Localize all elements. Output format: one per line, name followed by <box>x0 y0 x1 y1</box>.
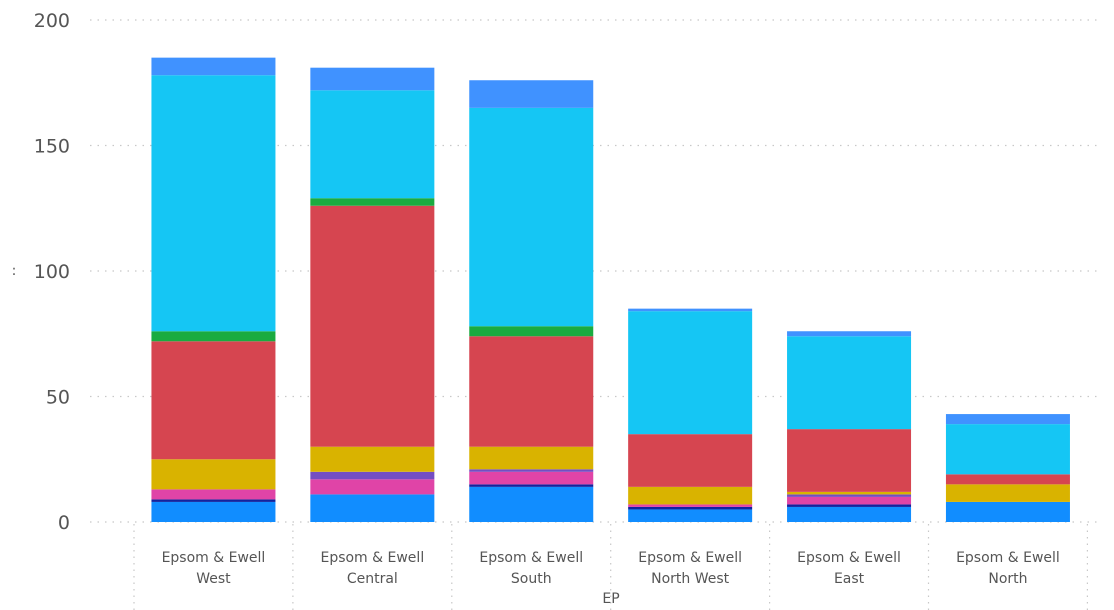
bar-segment <box>628 311 753 435</box>
bar-segment <box>151 57 276 76</box>
bar-segment <box>787 491 912 495</box>
bar-segment <box>151 499 276 502</box>
y-tick-label: 200 <box>34 10 70 32</box>
bar-segment <box>469 446 594 470</box>
bar-segment <box>151 501 276 522</box>
bar-segment <box>310 446 435 472</box>
bar-segment <box>945 484 1070 502</box>
bar-segment <box>469 336 594 447</box>
x-tick-label: South <box>511 571 552 587</box>
bar-segment <box>310 90 435 199</box>
bar-segment <box>469 486 594 522</box>
bar-segment <box>469 326 594 337</box>
bar-segment <box>787 504 912 507</box>
bar-segment <box>787 336 912 430</box>
bar-segment <box>787 496 912 505</box>
x-tick-label: Epsom & Ewell <box>479 550 583 566</box>
bar-segment <box>310 198 435 206</box>
x-tick-label: West <box>196 571 231 587</box>
x-tick-label: Epsom & Ewell <box>797 550 901 566</box>
bar-segment <box>945 414 1070 425</box>
bar-segment <box>628 504 753 507</box>
bar-segment <box>628 308 753 312</box>
bar-segment <box>310 479 435 495</box>
x-tick-label: Epsom & Ewell <box>956 550 1060 566</box>
bar-segment <box>945 474 1070 485</box>
x-tick-label: East <box>834 571 865 587</box>
x-tick-label: Epsom & Ewell <box>638 550 742 566</box>
x-tick-label: Central <box>347 571 398 587</box>
x-axis-label: EP <box>602 591 619 607</box>
bar-segment <box>945 424 1070 475</box>
y-tick-label: 0 <box>58 512 70 534</box>
bar-segment <box>310 67 435 91</box>
bar-segment <box>787 506 912 522</box>
bar-segment <box>628 506 753 510</box>
bar-segment <box>151 75 276 332</box>
bar-segment <box>628 509 753 522</box>
bar-segment <box>787 429 912 492</box>
x-tick-label: Epsom & Ewell <box>320 550 424 566</box>
bar-segment <box>469 107 594 327</box>
x-tick-label: North West <box>651 571 730 587</box>
y-tick-label: 150 <box>34 136 70 158</box>
bar-segment <box>310 205 435 447</box>
gridlines <box>90 19 1098 523</box>
x-axis: Epsom & Ewell West Epsom & Ewell Central Eps… <box>133 524 1089 610</box>
bars <box>151 57 1070 522</box>
bar-segment <box>469 471 594 485</box>
bar-segment <box>469 469 594 472</box>
bar-segment <box>151 489 276 500</box>
y-tick-label: 100 <box>34 261 70 283</box>
bar-segment <box>787 494 912 497</box>
bar-segment <box>787 331 912 337</box>
y-axis-label: : <box>12 263 17 279</box>
y-axis: 0 50 100 150 200 <box>34 10 70 534</box>
bar-segment <box>469 80 594 108</box>
bar-segment <box>945 501 1070 522</box>
bar-segment <box>151 459 276 490</box>
bar-segment <box>151 331 276 342</box>
bar-segment <box>469 484 594 487</box>
bar-segment <box>310 494 435 522</box>
x-tick-label: Epsom & Ewell <box>162 550 266 566</box>
bar-segment <box>310 471 435 480</box>
x-tick-label: North <box>988 571 1027 587</box>
y-tick-label: 50 <box>46 387 70 409</box>
bar-segment <box>151 341 276 460</box>
bar-segment <box>628 434 753 487</box>
bar-segment <box>628 486 753 505</box>
